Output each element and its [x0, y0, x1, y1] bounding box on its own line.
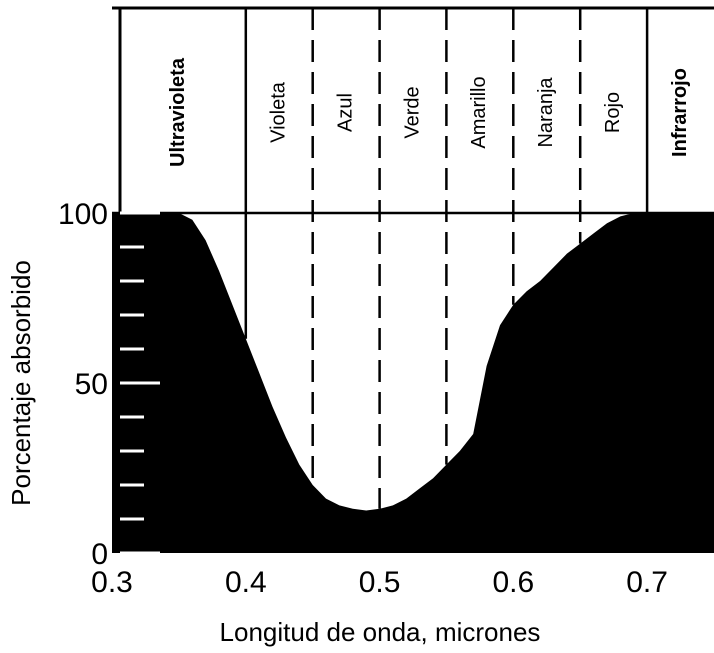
x-tick-label: 0.6 — [492, 566, 534, 599]
x-tick-label: 0.7 — [626, 566, 668, 599]
band-label-verde: Verde — [401, 86, 423, 138]
band-label-amarillo: Amarillo — [468, 76, 490, 148]
band-label-infrarrojo: Infrarrojo — [669, 68, 691, 157]
band-dividers — [244, 8, 649, 509]
y-tick-label: 0 — [91, 538, 108, 571]
y-tick-label: 50 — [75, 368, 108, 401]
band-label-ultravioleta: Ultravioleta — [167, 57, 189, 167]
absorption-area — [112, 213, 714, 553]
x-tick-label: 0.5 — [359, 566, 401, 599]
spectrum-bands: Ultravioleta Violeta Azul Verde Amarillo Nara… — [167, 57, 691, 167]
band-label-naranja: Naranja — [535, 77, 557, 148]
x-axis-title: Longitud de onda, micrones — [220, 617, 541, 647]
y-ticks: 0 50 100 — [58, 198, 160, 571]
band-label-rojo: Rojo — [602, 92, 624, 133]
x-tick-label: 0.4 — [225, 566, 267, 599]
x-tick-label: 0.3 — [91, 566, 133, 599]
band-label-azul: Azul — [334, 93, 356, 132]
y-tick-label: 100 — [58, 198, 108, 231]
x-ticks: 0.3 0.4 0.5 0.6 0.7 — [91, 566, 668, 599]
band-label-violeta: Violeta — [267, 81, 289, 143]
y-axis-title: Porcentaje absorbido — [6, 260, 36, 506]
